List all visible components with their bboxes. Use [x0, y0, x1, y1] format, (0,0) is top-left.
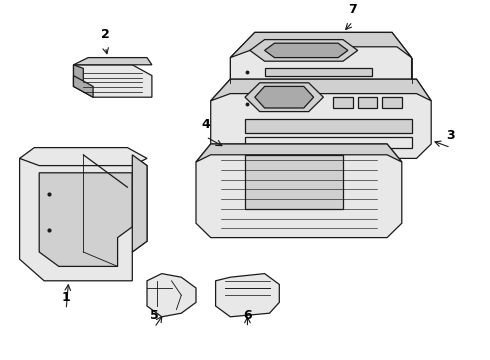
Polygon shape — [20, 148, 147, 166]
Polygon shape — [20, 155, 147, 281]
Polygon shape — [245, 119, 412, 133]
Polygon shape — [196, 144, 402, 238]
Polygon shape — [74, 65, 83, 90]
Polygon shape — [230, 32, 412, 97]
Text: 4: 4 — [201, 118, 210, 131]
Text: 1: 1 — [62, 291, 71, 304]
Text: 3: 3 — [446, 129, 455, 142]
Polygon shape — [255, 86, 314, 108]
Polygon shape — [358, 97, 377, 108]
Polygon shape — [147, 274, 196, 317]
Text: 2: 2 — [101, 28, 110, 41]
Polygon shape — [74, 65, 152, 97]
Polygon shape — [211, 79, 431, 158]
Polygon shape — [333, 97, 353, 108]
Polygon shape — [245, 137, 412, 148]
Polygon shape — [39, 173, 132, 266]
Polygon shape — [382, 97, 402, 108]
Polygon shape — [132, 155, 147, 252]
Polygon shape — [74, 58, 152, 65]
Text: 5: 5 — [150, 309, 159, 322]
Polygon shape — [216, 274, 279, 317]
Text: 6: 6 — [243, 309, 252, 322]
Polygon shape — [196, 144, 402, 162]
Polygon shape — [74, 76, 93, 97]
Polygon shape — [230, 32, 412, 58]
Polygon shape — [250, 40, 358, 61]
Polygon shape — [265, 43, 348, 58]
Polygon shape — [245, 155, 343, 209]
Polygon shape — [211, 79, 431, 101]
Text: 7: 7 — [348, 3, 357, 16]
Polygon shape — [265, 68, 372, 76]
Polygon shape — [245, 83, 323, 112]
